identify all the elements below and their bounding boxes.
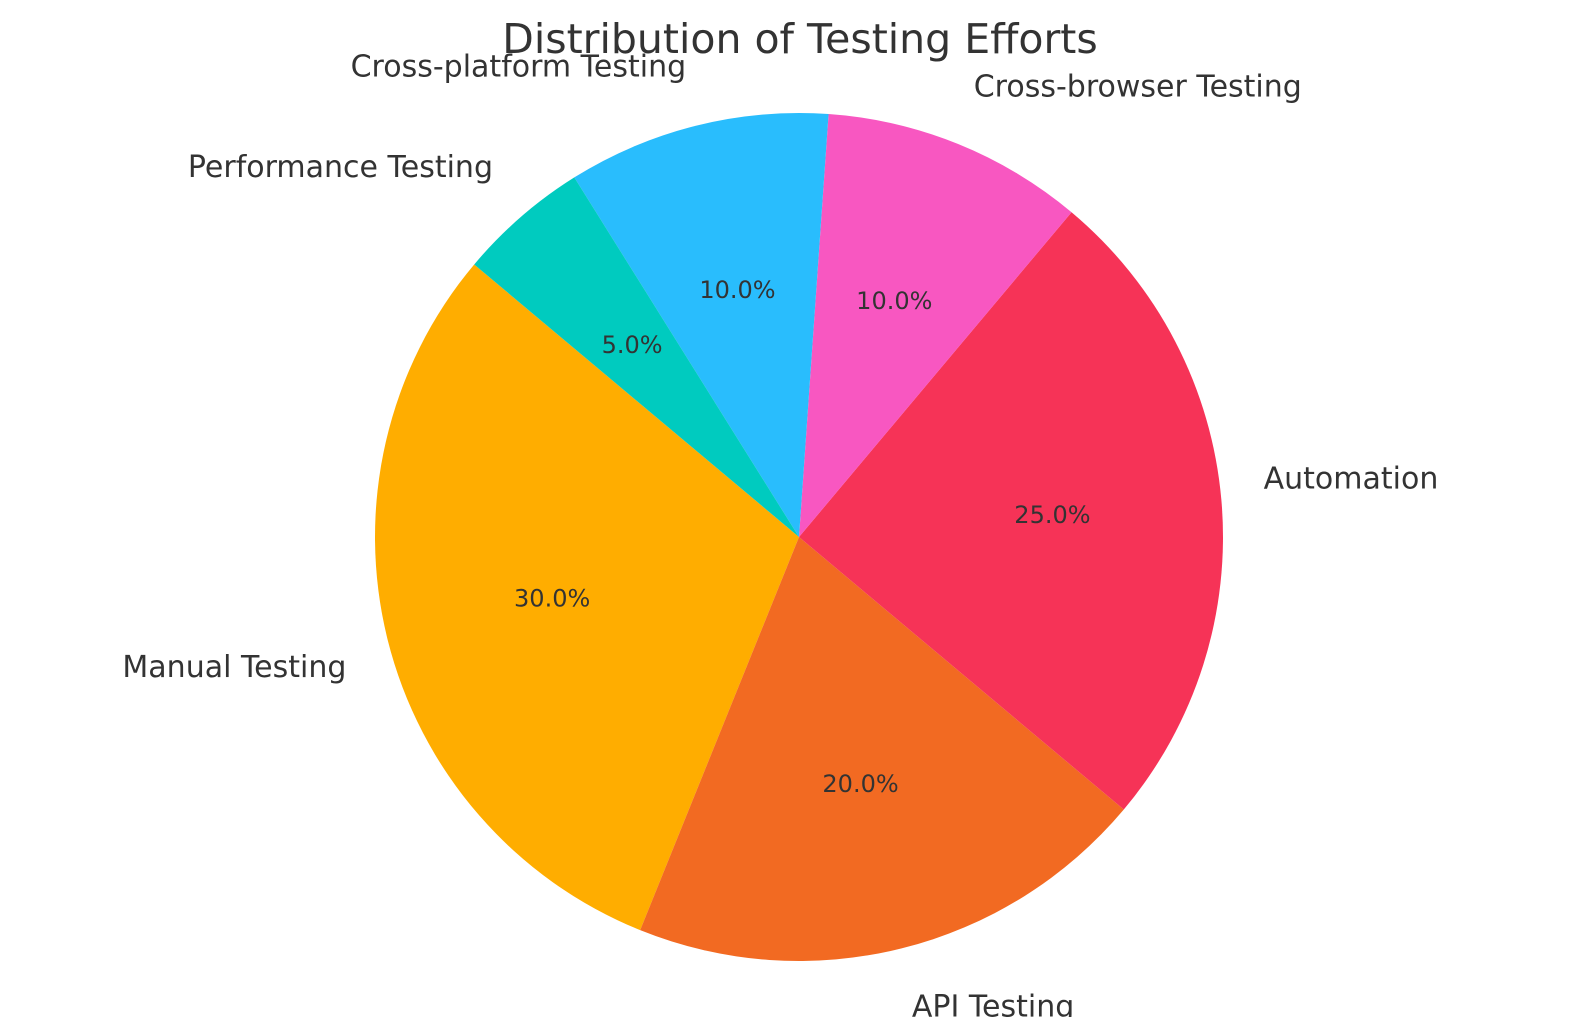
pie-slice-performance-testing xyxy=(474,177,799,537)
slice-value-label-manual-testing: 30.0% xyxy=(514,585,590,613)
slice-value-label-performance-testing: 5.0% xyxy=(602,331,663,359)
slice-label-performance-testing: Performance Testing xyxy=(188,150,493,185)
slice-label-cross-browser-testing: Cross-browser Testing xyxy=(974,70,1302,105)
chart-title: Distribution of Testing Efforts xyxy=(502,15,1097,63)
slice-label-automation: Automation xyxy=(1264,461,1439,496)
slice-value-label-cross-browser-testing: 10.0% xyxy=(856,287,932,315)
slice-value-label-api-testing: 20.0% xyxy=(822,770,898,798)
slice-label-manual-testing: Manual Testing xyxy=(122,650,346,685)
pie-labels: Manual Testing 30.0% API Testing 20.0% Autom… xyxy=(122,49,1438,1017)
slice-value-label-cross-platform-testing: 10.0% xyxy=(699,276,775,304)
pie-slice-api-testing xyxy=(640,537,1124,962)
pie-slice-automation xyxy=(799,212,1223,810)
slice-label-api-testing: API Testing xyxy=(912,990,1074,1017)
pie-slice-cross-browser-testing xyxy=(799,114,1072,537)
pie-slice-cross-platform-testing xyxy=(574,112,829,538)
slice-value-label-automation: 25.0% xyxy=(1014,501,1090,529)
slice-label-cross-platform-testing: Cross-platform Testing xyxy=(351,49,687,84)
pie-slices xyxy=(375,112,1223,962)
pie-slice-manual-testing xyxy=(375,264,799,931)
